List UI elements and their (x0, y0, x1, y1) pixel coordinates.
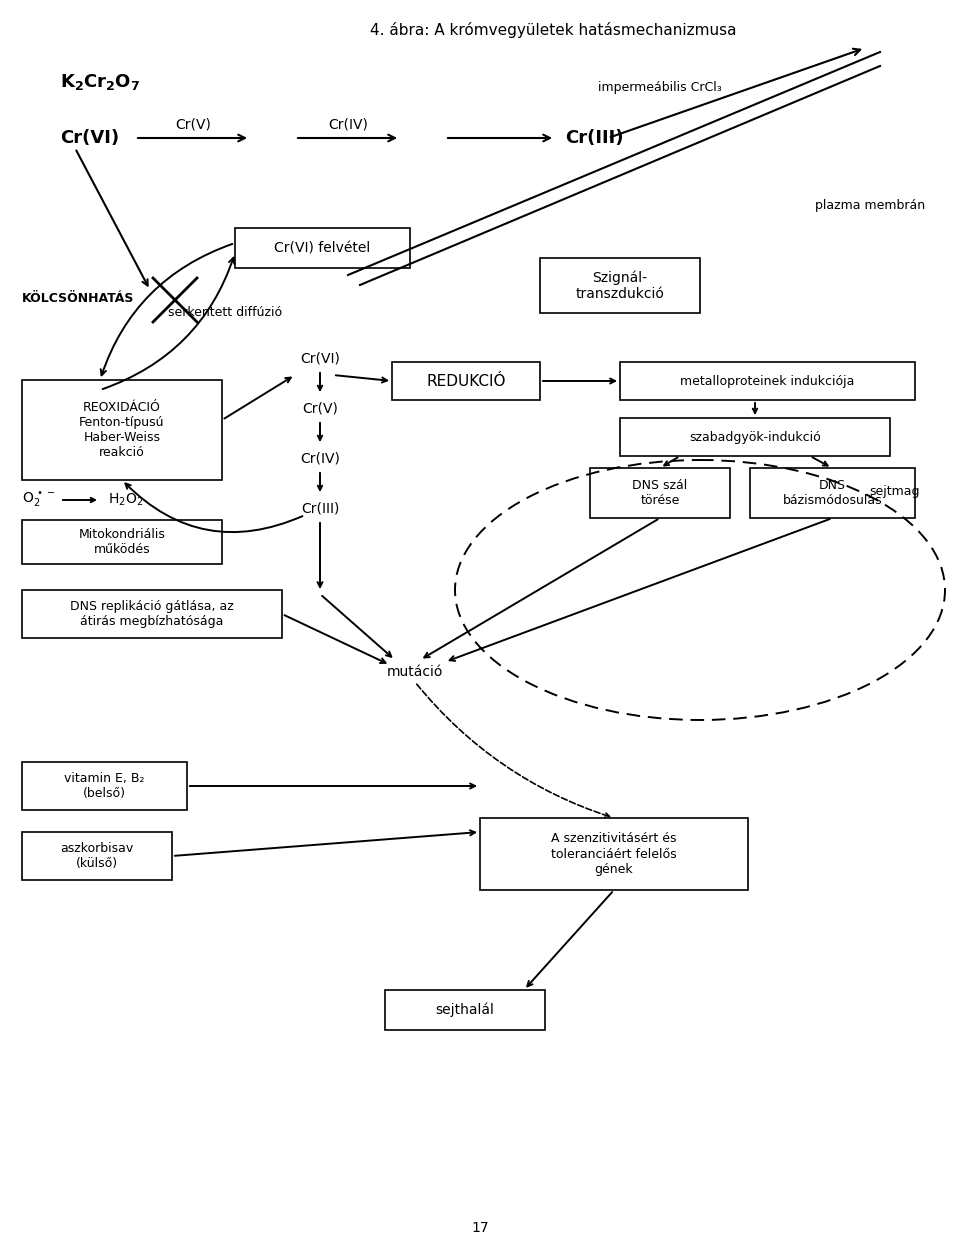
Text: Szignál-
transzdukció: Szignál- transzdukció (576, 270, 664, 301)
Text: Cr(IV): Cr(IV) (328, 119, 368, 132)
Text: impermeábilis CrCl₃: impermeábilis CrCl₃ (598, 81, 722, 95)
Text: 17: 17 (471, 1221, 489, 1236)
Text: REDUKCIÓ: REDUKCIÓ (426, 373, 506, 388)
Text: Cr(VI): Cr(VI) (300, 351, 340, 364)
Bar (590, 468, 730, 518)
Bar (750, 468, 915, 518)
Text: Mitokondriális
működés: Mitokondriális működés (79, 528, 165, 557)
Text: $\mathrm{O_2^{\,\bullet -}}$: $\mathrm{O_2^{\,\bullet -}}$ (22, 490, 56, 509)
Bar (385, 990, 545, 1030)
Text: Cr(III): Cr(III) (565, 129, 623, 147)
Text: Cr(VI) felvétel: Cr(VI) felvétel (275, 241, 371, 255)
Text: $\mathbf{K_2Cr_2O_7}$: $\mathbf{K_2Cr_2O_7}$ (60, 72, 140, 92)
Text: sejthalál: sejthalál (436, 1002, 494, 1017)
Text: A szenzitivitásért és
toleranciáért felelős
gének: A szenzitivitásért és toleranciáért fele… (551, 832, 677, 876)
Text: Cr(V): Cr(V) (302, 401, 338, 416)
Text: Cr(IV): Cr(IV) (300, 451, 340, 466)
Text: 4. ábra: A krómvegyületek hatásmechanizmusa: 4. ábra: A krómvegyületek hatásmechanizm… (370, 22, 736, 37)
Bar (480, 817, 748, 890)
Text: metalloproteinek indukciója: metalloproteinek indukciója (681, 374, 854, 387)
Text: $\mathrm{H_2O_2}$: $\mathrm{H_2O_2}$ (108, 492, 143, 508)
Text: DNS
bázismódosulás: DNS bázismódosulás (782, 479, 882, 507)
Text: DNS replikáció gátlása, az
átirás megbízhatósága: DNS replikáció gátlása, az átirás megbíz… (70, 600, 234, 628)
Text: mutáció: mutáció (387, 665, 444, 679)
Text: Cr(III): Cr(III) (300, 500, 339, 515)
Bar (22, 520, 222, 564)
Text: KÖLCSÖNHATÁS: KÖLCSÖNHATÁS (22, 292, 134, 305)
Bar (22, 832, 172, 880)
Text: DNS szál
törése: DNS szál törése (633, 479, 687, 507)
Bar (22, 763, 187, 810)
Bar (235, 228, 410, 268)
Text: vitamin E, B₂
(belső): vitamin E, B₂ (belső) (64, 773, 145, 800)
Bar (22, 590, 282, 638)
Text: REOXIDÁCIÓ
Fenton-típusú
Haber-Weiss
reakció: REOXIDÁCIÓ Fenton-típusú Haber-Weiss rea… (80, 401, 165, 459)
Bar (540, 258, 700, 313)
Text: plazma membrán: plazma membrán (815, 198, 925, 211)
Text: Cr(VI): Cr(VI) (60, 129, 119, 147)
Bar (620, 362, 915, 401)
Bar (22, 379, 222, 480)
Text: szabadgyök-indukció: szabadgyök-indukció (689, 431, 821, 443)
Text: aszkorbisav
(külső): aszkorbisav (külső) (60, 842, 133, 870)
Bar (620, 418, 890, 456)
Text: sejtmag: sejtmag (870, 485, 921, 498)
Bar (392, 362, 540, 401)
Text: Cr(V): Cr(V) (175, 119, 211, 132)
Text: serkentett diffúzió: serkentett diffúzió (168, 306, 282, 318)
